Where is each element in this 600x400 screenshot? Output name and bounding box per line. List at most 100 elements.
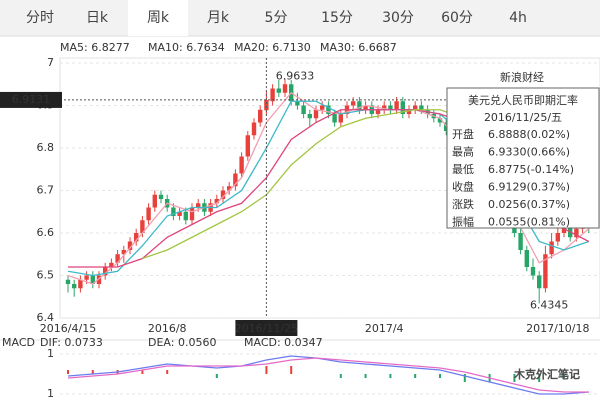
candle-body [394,101,399,110]
tab[interactable]: 30分 [382,10,414,26]
candle-body [388,105,393,110]
candle-body [375,109,381,114]
candle-body [65,279,71,284]
tooltip-value: 6.9330(0.66%) [488,146,570,159]
y-tick-label: 6.6 [37,226,55,239]
tooltip [446,87,600,229]
candle-body [549,241,554,255]
candle-body [189,207,195,221]
candle-body [90,275,95,284]
candle-body [295,101,300,106]
macd-bar [463,374,466,382]
tab[interactable]: 月k [207,10,230,26]
crosshair-label: 6.9131 [12,93,51,106]
candle-body [400,101,405,114]
candle-body [78,279,83,289]
macd-bar [364,374,367,378]
tooltip-value: 0.0555(0.81%) [488,216,570,229]
candle-body [127,241,133,250]
candle-body [413,105,418,110]
tooltip-label: 涨跌 [452,197,474,211]
candle-body [518,233,523,250]
macd-bar [91,370,94,374]
candle-body [301,105,306,114]
candle-body [183,211,188,221]
candle-body [332,114,337,123]
macd-legend: DIF: 0.0733 [40,336,103,349]
candle-body [326,105,331,114]
y-tick-label: 6.5 [37,269,55,282]
x-tick-label: 2017/10/18 [526,322,589,335]
tab-selected [128,0,188,36]
tooltip-label: 最高 [452,145,474,159]
candle-body [543,254,548,289]
candle-body [158,194,164,199]
candle-body [357,101,362,110]
candle-body [270,88,275,102]
candle-body [177,211,182,216]
line-series [67,357,589,393]
macd-title: MACD [2,336,35,349]
candle-body [382,105,387,110]
legend-entry: MA5: 6.8277 [60,41,130,54]
candle-body [245,135,250,157]
tab[interactable]: 5分 [265,10,288,26]
candle-body [320,105,325,110]
macd-bar [265,366,268,374]
tab[interactable]: 周k [147,10,170,26]
x-tick-label: 2016/8 [148,322,187,335]
candle-body [338,114,343,123]
macd-bar [389,374,392,378]
macd-tick-label: 1 [47,387,54,400]
legend-entry: MA10: 6.7634 [148,41,225,54]
tooltip-label: 收盘 [452,180,474,194]
x-tick-label: 2016/11/25 [235,322,298,335]
candle-body [227,186,232,191]
candle-body [264,100,269,111]
candle-body [363,105,368,110]
tab-bar [0,0,600,36]
candle-body [72,284,77,289]
macd-bar [166,370,169,374]
macd-tick-label: 1 [47,347,54,360]
tooltip-value: 6.9129(0.37%) [488,181,570,194]
candle-body [568,224,573,238]
legend-entry: MA30: 6.6687 [320,41,397,54]
macd-bar [215,374,218,378]
macd-legend: DEA: 0.0560 [148,336,216,349]
watermark: 木克外汇笔记 [514,367,580,381]
tooltip-value: 0.0256(0.37%) [488,198,570,211]
candle-body [258,109,263,123]
macd-bar [538,374,541,382]
candle-body [251,122,257,136]
x-tick-label: 2017/4 [365,322,404,335]
candle-body [214,199,219,204]
candle-body [307,114,312,119]
tab[interactable]: 分时 [26,10,54,26]
y-tick-label: 7 [47,56,54,69]
tab[interactable]: 日k [86,10,109,26]
legend-entry: MA20: 6.7130 [234,41,311,54]
annotation: 6.9633 [276,70,315,83]
candle-body [233,173,238,187]
macd-bar [414,374,417,378]
line-series [67,355,589,395]
tab[interactable]: 4h [509,10,527,26]
macd-bar [513,374,516,382]
candle-body [406,109,412,114]
tooltip-date: 2016/11/25/五 [484,111,562,124]
candle-body [313,109,319,119]
y-tick-label: 6.8 [37,141,55,154]
candle-body [537,275,542,289]
macd-legend: MACD: 0.0347 [244,336,323,349]
y-tick-label: 6.7 [37,184,55,197]
crosshair-label-bg [0,91,62,108]
tab[interactable]: 60分 [441,10,473,26]
tab[interactable]: 15分 [321,10,353,26]
candle-body [171,207,176,216]
x-tick-label: 2016/4/15 [40,322,96,335]
annotation: 6.4345 [530,298,569,311]
macd-bar [439,374,441,378]
candle-body [196,203,201,208]
